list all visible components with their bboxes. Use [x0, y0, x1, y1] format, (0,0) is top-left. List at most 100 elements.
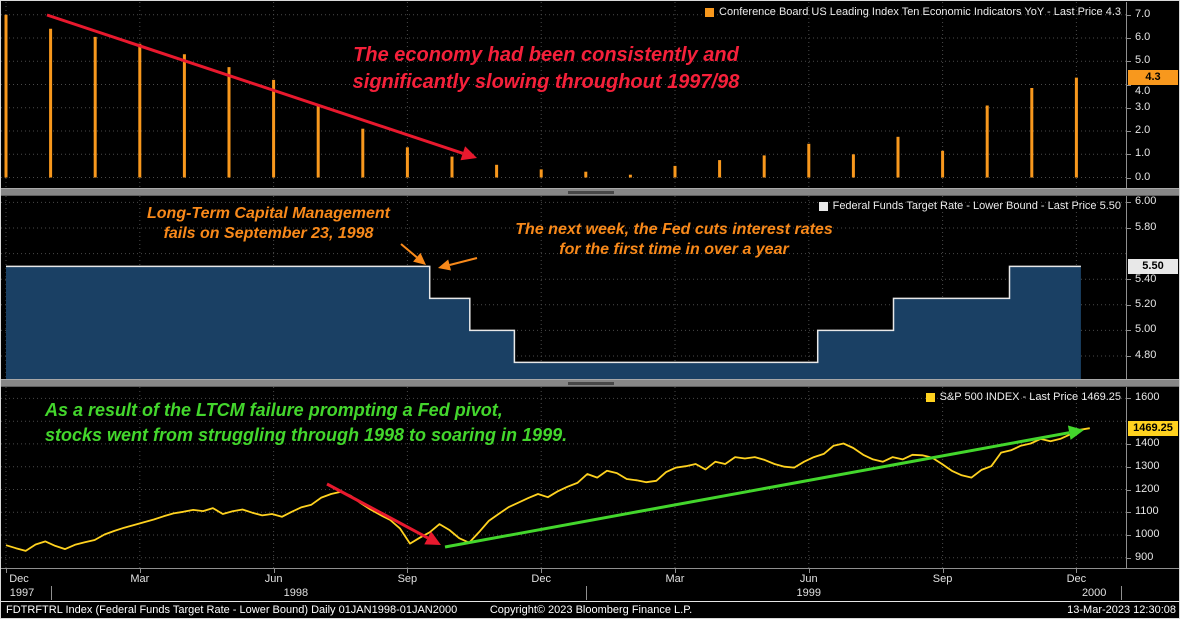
y-tick-mark	[1127, 61, 1131, 63]
y-tick-label: 5.20	[1135, 297, 1157, 310]
annotation-line: The economy had been consistently and	[353, 44, 739, 66]
y-tick-label: 5.80	[1135, 221, 1157, 233]
x-year-label: 1999	[796, 587, 822, 599]
x-year-label: 2000	[1081, 587, 1107, 599]
y-tick-label: 4.0	[1135, 84, 1151, 97]
y-tick-mark	[1127, 512, 1131, 514]
legend-leading-index[interactable]: Conference Board US Leading Index Ten Ec…	[705, 6, 1121, 18]
sp500-yaxis: 1600 1400 1300 1200 1100 1000 900 1469.25	[1126, 387, 1179, 568]
x-month-tick	[139, 569, 141, 573]
y-tick-label: 1600	[1135, 391, 1160, 404]
panel-fed-funds: Long-Term Capital Management fails on Se…	[1, 195, 1179, 379]
y-tick-mark	[1127, 14, 1131, 16]
last-price-badge: 5.50	[1128, 258, 1178, 274]
y-tick-mark	[1127, 38, 1131, 39]
x-month-tick	[541, 569, 543, 573]
fed-funds-plot[interactable]	[1, 196, 1126, 379]
fed-funds-yaxis: 6.00 5.80 5.40 5.20 5.00 4.80 5.50	[1126, 195, 1179, 379]
x-month-label: Mar	[665, 573, 685, 585]
y-tick-mark	[1127, 177, 1131, 179]
y-tick-label: 1100	[1135, 505, 1159, 518]
yellow-swatch-icon	[925, 392, 935, 402]
y-tick-label: 2.0	[1135, 124, 1151, 136]
annotation-arrow	[444, 425, 1084, 549]
y-tick-label: 900	[1135, 550, 1154, 563]
panel-splitter[interactable]	[1, 188, 1179, 196]
y-tick-label: 0.0	[1135, 170, 1151, 183]
x-year-separator	[585, 586, 587, 600]
last-price-badge: 1469.25	[1128, 420, 1178, 436]
annotation-arrow	[326, 482, 441, 545]
y-tick-label: 5.0	[1135, 54, 1151, 67]
y-tick-label: 4.80	[1135, 349, 1157, 361]
annotation-stocks-soaring: As a result of the LTCM failure promptin…	[45, 398, 567, 448]
y-tick-label: 6.00	[1135, 195, 1157, 208]
x-month-tick	[273, 569, 275, 573]
x-month-label: Jun	[264, 573, 283, 585]
y-tick-mark	[1127, 202, 1131, 204]
fed-funds-step-line	[6, 265, 1081, 379]
annotation-arrow	[400, 243, 426, 265]
annotation-line: fails on September 23, 1998	[163, 225, 374, 242]
x-year-separator	[1121, 586, 1122, 600]
x-month-label: Sep	[932, 573, 953, 585]
white-swatch-icon	[818, 201, 828, 211]
x-month-tick	[407, 569, 409, 573]
x-month-tick	[6, 569, 7, 573]
y-tick-mark	[1127, 279, 1131, 281]
leading-index-yaxis: 7.0 6.0 5.0 4.0 3.0 2.0 1.0 0.0 4.3	[1126, 2, 1179, 188]
annotation-arrow	[438, 257, 478, 271]
y-tick-label: 1000	[1135, 528, 1160, 540]
annotation-line: for the first time in over a year	[559, 241, 789, 258]
x-month-tick	[675, 569, 676, 573]
sp500-plot[interactable]	[1, 387, 1126, 568]
last-price-badge: 4.3	[1128, 70, 1178, 86]
y-tick-label: 5.00	[1135, 323, 1157, 336]
annotation-economy-slowing: The economy had been consistently and si…	[261, 42, 831, 96]
y-tick-mark	[1127, 356, 1131, 357]
y-tick-mark	[1127, 398, 1131, 400]
x-month-label: Sep	[397, 573, 418, 585]
sp500-line	[5, 427, 1090, 552]
y-tick-label: 1400	[1135, 436, 1160, 449]
y-tick-label: 1.0	[1135, 147, 1151, 160]
legend-fed-funds[interactable]: Federal Funds Target Rate - Lower Bound …	[818, 200, 1121, 212]
annotation-ltcm-failure: Long-Term Capital Management fails on Se…	[96, 204, 441, 244]
x-month-label: Jun	[799, 573, 818, 585]
y-tick-label: 3.0	[1135, 100, 1151, 113]
legend-sp500[interactable]: S&P 500 INDEX - Last Price 1469.25	[925, 391, 1121, 403]
y-tick-mark	[1127, 131, 1131, 132]
y-tick-label: 1200	[1135, 482, 1160, 495]
x-year-separator	[50, 586, 52, 600]
splitter-handle-icon[interactable]	[568, 191, 614, 194]
panel-splitter[interactable]	[1, 379, 1179, 387]
status-security-info: FDTRFTRL Index (Federal Funds Target Rat…	[6, 604, 458, 616]
x-month-label: Dec	[9, 573, 29, 585]
y-tick-mark	[1127, 154, 1131, 156]
annotation-arrow	[46, 13, 477, 161]
legend-label: Conference Board US Leading Index Ten Ec…	[719, 6, 1121, 18]
legend-label: Federal Funds Target Rate - Lower Bound …	[832, 200, 1121, 212]
x-axis: Dec Mar Jun Sep Dec Mar Jun Sep Dec 1997 1998 1999 2…	[1, 568, 1179, 601]
y-tick-label: 5.40	[1135, 273, 1157, 286]
x-month-label: Mar	[130, 573, 150, 585]
panel-leading-index: The economy had been consistently and si…	[1, 2, 1179, 188]
y-tick-mark	[1127, 330, 1131, 332]
splitter-handle-icon[interactable]	[568, 382, 614, 385]
orange-swatch-icon	[705, 7, 715, 17]
x-month-label: Dec	[1066, 573, 1087, 585]
status-bar: FDTRFTRL Index (Federal Funds Target Rat…	[1, 601, 1179, 618]
leading-index-bars	[4, 14, 1078, 178]
y-tick-mark	[1127, 535, 1131, 536]
legend-label: S&P 500 INDEX - Last Price 1469.25	[939, 391, 1121, 403]
annotation-line: Long-Term Capital Management	[147, 205, 390, 222]
leading-index-plot[interactable]	[1, 2, 1126, 188]
x-year-label: 1998	[283, 587, 309, 599]
y-tick-mark	[1127, 304, 1131, 306]
x-month-label: Dec	[531, 573, 551, 585]
status-datetime: 13-Mar-2023 12:30:08	[1067, 604, 1176, 616]
y-tick-mark	[1127, 557, 1131, 559]
x-month-tick	[1076, 569, 1078, 573]
y-tick-mark	[1127, 107, 1131, 109]
status-copyright: Copyright© 2023 Bloomberg Finance L.P.	[489, 604, 693, 616]
